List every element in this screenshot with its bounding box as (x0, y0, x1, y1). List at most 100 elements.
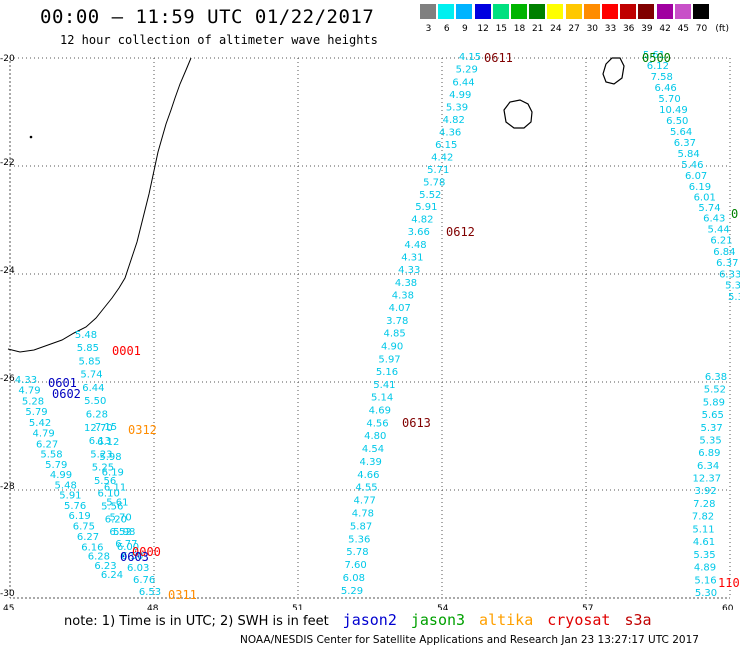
pass-time-label: 110 (718, 576, 740, 590)
scale-swatch (620, 4, 638, 19)
wave-height-value: 6.16 (81, 542, 103, 553)
wave-height-value: 5.79 (25, 407, 47, 418)
wave-height-value: 4.79 (32, 429, 54, 440)
wave-height-value: 6.46 (655, 83, 677, 94)
scale-swatch (583, 4, 601, 19)
wave-height-value: 5.23 (90, 449, 112, 460)
wave-height-value: 6.08 (343, 573, 365, 584)
wave-height-value: 6.23 (94, 561, 116, 572)
satellite-name: jason2 (342, 611, 397, 629)
wave-height-value: 4.82 (443, 115, 465, 126)
scale-label: 3 (425, 24, 432, 34)
wave-height-value: 6.43 (703, 214, 725, 225)
lat-label: -30 (0, 589, 15, 599)
wave-height-value: 5.3 (728, 292, 740, 303)
wave-height-value: 5.25 (92, 463, 114, 474)
wave-height-value: 5.71 (427, 165, 449, 176)
wave-height-value: 6.50 (121, 551, 143, 562)
scale-label: 36 (622, 24, 635, 34)
wave-height-value: 6.12 (647, 61, 669, 72)
pass-time-label: 0500 (642, 51, 671, 65)
scale-swatch (529, 4, 547, 19)
wave-height-value: 4.38 (392, 290, 414, 301)
wave-height-value: 6.28 (88, 552, 110, 563)
wave-height-value: 7.82 (692, 512, 714, 523)
scale-swatch (693, 4, 710, 19)
scale-swatch (656, 4, 674, 19)
wave-height-value: 5.50 (84, 396, 106, 407)
wave-height-value: 4.33 (398, 265, 420, 276)
wave-height-value: 5.42 (29, 418, 51, 429)
wave-height-value: 4.56 (366, 418, 388, 429)
scale-swatch (474, 4, 492, 19)
wave-height-value: 4.42 (431, 153, 453, 164)
wave-height-value: 6.84 (713, 247, 735, 258)
scale-label: 42 (659, 24, 671, 34)
reunion-island (503, 99, 533, 129)
wave-height-value: 5.39 (446, 103, 468, 114)
wave-height-value: 5.65 (702, 410, 724, 421)
satellite-name: altika (479, 611, 534, 629)
wave-height-value: 6.33 (719, 269, 740, 280)
lon-label: 54 (437, 604, 449, 610)
scale-label: 70 (695, 24, 708, 34)
scale-label: 24 (550, 24, 562, 34)
latitude-labels: -20 -22 -24 -26 -28 -30 (0, 54, 15, 599)
wave-height-value: 12.70 (84, 423, 113, 434)
wave-height-value: 6.37 (674, 138, 696, 149)
scale-label: 15 (495, 24, 508, 34)
wave-height-value: 4.90 (381, 341, 403, 352)
pass-time-label: 0 (731, 207, 738, 221)
wave-height-value: 6.00 (117, 542, 139, 553)
wave-height-value: 5.44 (707, 224, 729, 235)
pass-time-label: 0001 (112, 344, 141, 358)
mauritius-island (602, 57, 625, 85)
scale-swatch (492, 4, 510, 19)
lat-label: -22 (0, 158, 15, 168)
map-subtitle: 12 hour collection of altimeter wave hei… (60, 33, 378, 47)
wave-height-value: 6.34 (697, 461, 719, 472)
scale-swatch (456, 4, 474, 19)
satellite-name: cryosat (547, 611, 611, 629)
altimeter-tracks: 4.155.296.444.995.394.824.366.154.425.71… (15, 50, 740, 599)
wave-height-value: 6.20 (105, 514, 127, 525)
lon-label: 48 (147, 604, 159, 610)
wave-height-value: 6.44 (452, 77, 474, 88)
wave-height-value: 5.58 (40, 450, 62, 461)
scale-label: 6 (443, 24, 450, 34)
wave-height-value: 5.76 (64, 501, 86, 512)
wave-height-value: 4.78 (352, 508, 374, 519)
longitude-labels: 45 48 51 54 57 60 (3, 604, 734, 610)
wave-height-value: 4.15 (459, 52, 481, 63)
pass-time-label: 0000 (132, 545, 161, 559)
wave-height-value: 5.29 (456, 65, 478, 76)
wave-height-value: 5.84 (677, 149, 699, 160)
wave-height-value: 6.12 (97, 437, 119, 448)
pass-time-label: 0311 (168, 588, 197, 602)
wave-height-value: 7.60 (344, 560, 366, 571)
wave-height-value: 5.61 (106, 497, 128, 508)
wave-height-value: 5.74 (80, 370, 102, 381)
lat-label: -26 (0, 374, 15, 384)
wave-height-value: 5.78 (423, 177, 445, 188)
wave-height-value: 6.10 (98, 489, 120, 500)
wave-height-value: 5.70 (109, 512, 131, 523)
wave-height-value: 5.16 (376, 367, 398, 378)
wave-height-value: 6.03 (127, 563, 149, 574)
wave-height-value: 5.35 (693, 550, 715, 561)
wave-height-value: 5.16 (694, 575, 716, 586)
scale-label: 9 (462, 24, 468, 34)
wave-height-value: 5.87 (350, 521, 372, 532)
wave-height-value: 4.31 (401, 252, 423, 263)
lon-label: 57 (582, 604, 593, 610)
pass-time-label: 0312 (128, 423, 157, 437)
wave-height-value: 6.24 (101, 570, 123, 581)
wave-height-value: 5.36 (348, 534, 370, 545)
islet-dot (29, 135, 33, 139)
scale-label: 18 (513, 24, 526, 34)
pass-time-label: 0602 (52, 387, 81, 401)
wave-height-value: 6.19 (102, 467, 124, 478)
scale-label: 12 (477, 24, 489, 34)
wave-height-value: 4.61 (693, 537, 715, 548)
scale-swatch (438, 4, 456, 19)
